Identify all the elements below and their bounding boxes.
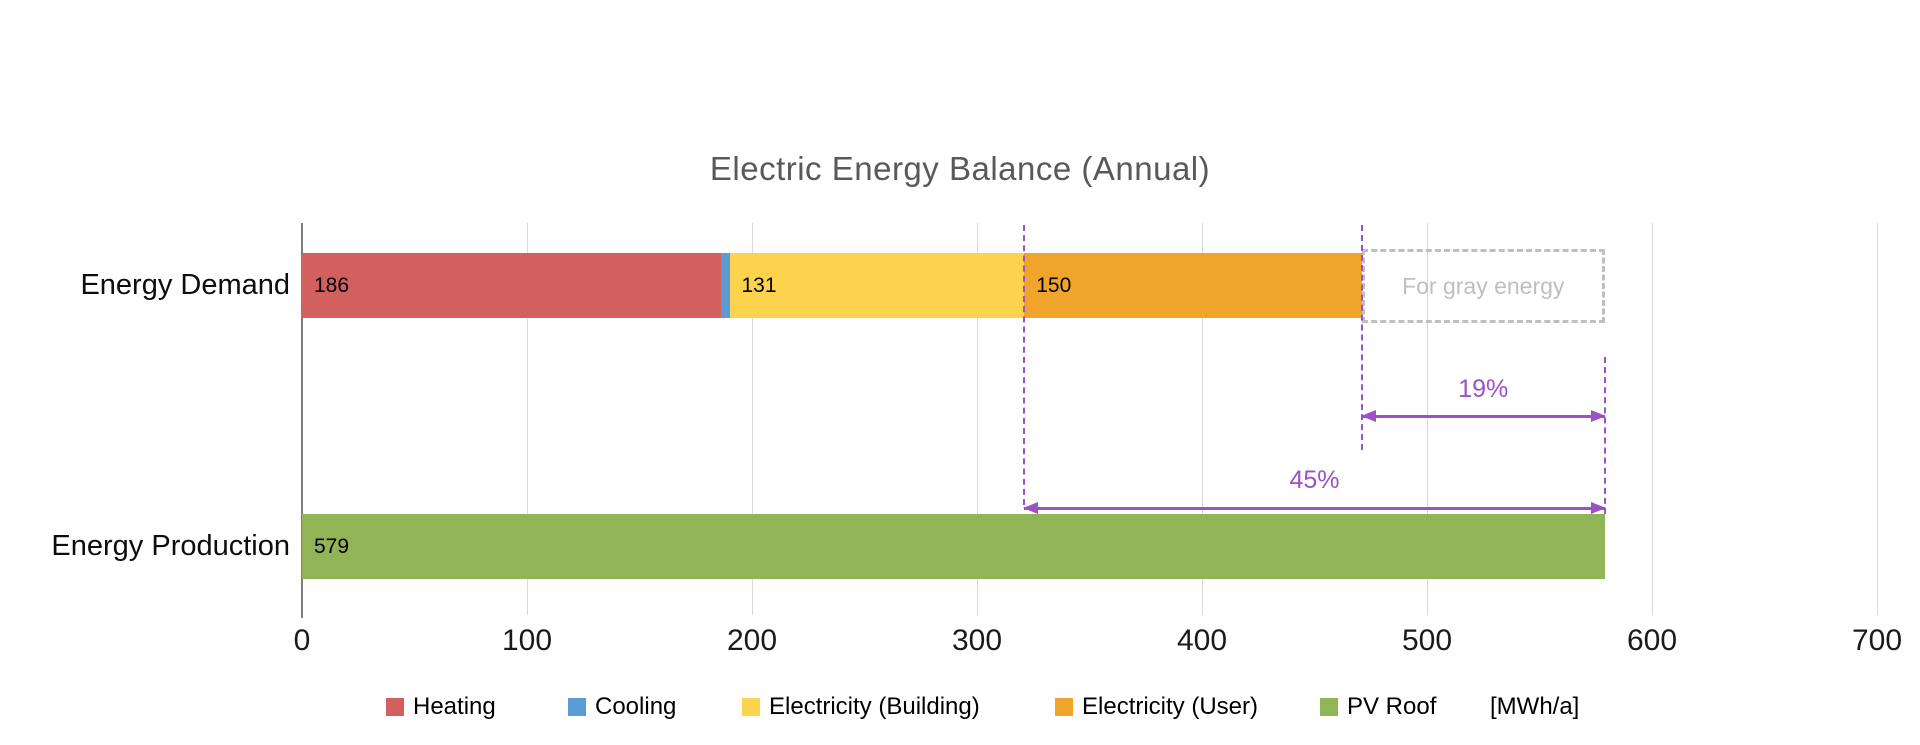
legend-swatch — [568, 698, 586, 716]
legend-item-heating: Heating — [386, 692, 496, 722]
guide-dashed-line — [1360, 225, 1363, 450]
bar-segment-pv-roof: 579 — [302, 514, 1605, 579]
bar-segment-heating: 186 — [302, 253, 721, 318]
legend-swatch — [1320, 698, 1338, 716]
bar-value-label: 131 — [741, 274, 777, 297]
legend-label: [MWh/a] — [1490, 693, 1580, 720]
gray-energy-box: For gray energy — [1361, 249, 1605, 323]
category-label: Energy Production — [51, 530, 290, 562]
percent-arrow — [1023, 502, 1606, 514]
bar-value-label: 186 — [314, 274, 350, 297]
legend-label: PV Roof — [1347, 693, 1437, 720]
bar-row: 186 131 150 — [302, 253, 1877, 318]
gridline — [527, 223, 528, 615]
x-tick-label: 500 — [1401, 624, 1453, 657]
gridline — [752, 223, 753, 615]
x-tick-label: 400 — [1176, 624, 1228, 657]
legend-item-mwh-a: [MWh/a] — [1490, 692, 1579, 722]
legend-label: Cooling — [595, 693, 677, 720]
bar-row: 579 — [302, 514, 1877, 579]
legend-label: Electricity (Building) — [769, 693, 980, 720]
gray-energy-box-label: For gray energy — [1402, 272, 1565, 299]
legend-item-electricity-user: Electricity (User) — [1055, 692, 1258, 722]
legend-label: Heating — [413, 693, 496, 720]
x-tick-label: 100 — [501, 624, 553, 657]
x-tick-label: 600 — [1626, 624, 1678, 657]
percent-label: 45% — [1289, 466, 1340, 494]
gridline — [1427, 223, 1428, 615]
bar-segment-cooling — [720, 253, 730, 318]
bar-segment-electricity-user: 150 — [1024, 253, 1362, 318]
bar-segment-electricity-building: 131 — [729, 253, 1025, 318]
legend-label: Electricity (User) — [1082, 693, 1259, 720]
gridline — [977, 223, 978, 615]
x-tick-label: 700 — [1851, 624, 1903, 657]
percent-arrow — [1360, 410, 1606, 422]
gridline — [1877, 223, 1878, 615]
legend-swatch — [1055, 698, 1073, 716]
legend-item-cooling: Cooling — [568, 692, 676, 722]
chart-title: Electric Energy Balance (Annual) — [709, 150, 1211, 187]
bar-value-label: 579 — [314, 535, 350, 558]
x-tick-label: 200 — [726, 624, 778, 657]
x-tick-label: 0 — [293, 624, 311, 657]
legend-item-electricity-building: Electricity (Building) — [742, 692, 980, 722]
y-axis-line — [301, 223, 303, 618]
plot-area: 186 131 150 579 — [301, 223, 1878, 618]
bar-value-label: 150 — [1036, 274, 1072, 297]
legend-swatch — [386, 698, 404, 716]
percent-label: 19% — [1458, 375, 1509, 403]
x-tick-label: 300 — [951, 624, 1003, 657]
legend-swatch — [742, 698, 760, 716]
guide-dashed-line — [1603, 357, 1606, 514]
gridline — [1202, 223, 1203, 615]
guide-dashed-line — [1023, 225, 1026, 505]
legend-item-pv-roof: PV Roof — [1320, 692, 1436, 722]
category-label: Energy Demand — [80, 269, 290, 301]
gridline — [1652, 223, 1653, 615]
